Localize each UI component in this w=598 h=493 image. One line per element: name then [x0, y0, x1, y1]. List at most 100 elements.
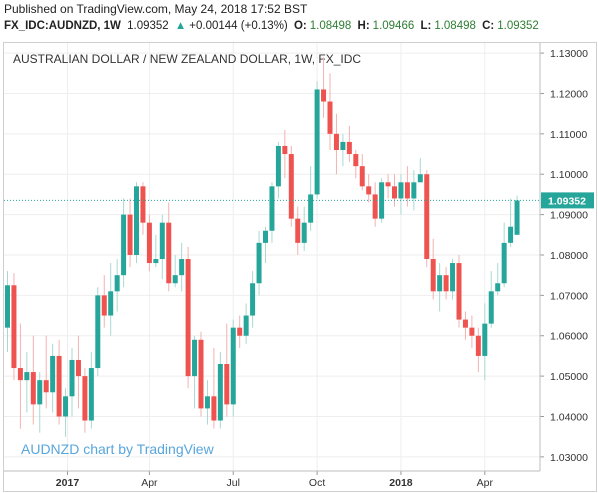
candle-down	[404, 182, 410, 199]
candle-down	[327, 101, 333, 134]
candle-up	[495, 283, 501, 292]
candle-down	[17, 368, 23, 381]
chart-frame	[3, 42, 597, 492]
candle-up	[263, 230, 268, 243]
candle-down	[211, 396, 217, 421]
y-tick-label: 1.03000	[550, 452, 588, 464]
candle-down	[385, 182, 391, 187]
candle-up	[159, 222, 165, 260]
x-tick-label: Apr	[141, 477, 158, 489]
candle-up	[69, 359, 75, 397]
x-tick-label: 2018	[389, 477, 413, 489]
candle-up	[204, 396, 210, 409]
candle-up	[508, 226, 514, 243]
symbol-label: FX_IDC:AUDNZD, 1W	[4, 20, 121, 32]
low-label: L:	[420, 20, 432, 32]
candle-up	[50, 355, 56, 393]
candle-up	[514, 200, 520, 235]
candle-down	[392, 186, 397, 199]
candle-down	[75, 359, 81, 377]
up-arrow-icon: ▲	[174, 20, 187, 32]
low-value: 1.08498	[434, 20, 476, 32]
candle-down	[333, 133, 339, 150]
y-tick-label: 1.04000	[550, 411, 588, 423]
candle-up	[192, 339, 198, 377]
candle-up	[114, 275, 120, 292]
y-tick-label: 1.13000	[550, 48, 588, 60]
candle-up	[88, 368, 94, 421]
quote-bar: FX_IDC:AUDNZD, 1W 1.09352 ▲ +0.00144 (+0.…	[4, 20, 542, 32]
candle-up	[314, 89, 320, 195]
y-tick-label: 1.12000	[550, 88, 588, 100]
candle-down	[166, 222, 172, 284]
y-tick-label: 1.07000	[550, 290, 588, 302]
x-tick-label: 2017	[56, 477, 80, 489]
change-value: +0.00144 (+0.13%)	[189, 20, 288, 32]
candle-down	[237, 327, 243, 336]
y-tick-label: 1.11000	[550, 129, 587, 141]
candle-down	[359, 166, 365, 187]
candle-down	[82, 376, 88, 421]
y-tick-label: 1.10000	[550, 169, 588, 181]
candle-up	[108, 291, 114, 316]
close-label: C:	[482, 20, 495, 32]
chart-watermark: AUDNZD chart by TradingView	[21, 441, 215, 457]
candle-up	[398, 182, 404, 199]
candle-up	[488, 291, 494, 324]
candle-up	[37, 380, 43, 405]
candle-up	[340, 141, 346, 150]
last-price-badge	[541, 192, 594, 209]
candle-down	[462, 319, 468, 328]
y-tick-label: 1.05000	[550, 371, 588, 383]
candle-up	[275, 145, 281, 187]
candle-down	[140, 186, 146, 223]
candle-down	[372, 194, 378, 219]
candle-up	[24, 372, 30, 381]
candle-up	[269, 186, 275, 231]
close-value: 1.09352	[497, 20, 539, 32]
open-label: O:	[293, 20, 307, 32]
candle-down	[366, 186, 372, 195]
last-price: 1.09352	[127, 20, 169, 32]
y-tick-label: 1.06000	[550, 331, 588, 343]
candle-down	[430, 259, 436, 292]
candle-down	[424, 174, 430, 260]
candle-down	[43, 380, 49, 393]
candle-up	[95, 295, 101, 369]
candle-up	[63, 396, 69, 417]
candle-up	[256, 242, 262, 284]
candle-down	[456, 263, 462, 320]
candle-down	[295, 218, 301, 243]
candle-down	[282, 145, 288, 155]
last-price-label: 1.09352	[548, 195, 586, 207]
candle-down	[443, 275, 449, 292]
y-tick-label: 1.09000	[550, 210, 588, 222]
open-value: 1.08498	[309, 20, 352, 32]
candle-down	[127, 214, 133, 255]
candle-up	[153, 259, 159, 264]
y-tick-label: 1.08000	[550, 250, 588, 262]
candle-up	[5, 285, 10, 328]
chart-title: AUSTRALIAN DOLLAR / NEW ZEALAND DOLLAR, …	[13, 52, 361, 66]
candle-down	[475, 335, 481, 356]
candle-up	[379, 182, 385, 219]
candle-down	[11, 285, 17, 369]
candle-down	[353, 154, 359, 167]
candle-down	[288, 154, 294, 219]
candle-down	[56, 355, 62, 417]
candle-up	[301, 222, 307, 243]
candle-up	[482, 323, 488, 356]
candle-down	[30, 372, 36, 405]
candle-up	[501, 242, 507, 284]
candle-down	[346, 141, 352, 155]
candle-down	[321, 89, 327, 102]
candle-up	[121, 214, 127, 276]
candle-up	[172, 275, 178, 284]
candle-down	[198, 339, 204, 409]
candle-up	[450, 263, 456, 292]
candle-down	[469, 327, 475, 336]
candle-up	[411, 182, 417, 199]
candle-down	[224, 364, 230, 405]
high-value: 1.09466	[372, 20, 415, 32]
